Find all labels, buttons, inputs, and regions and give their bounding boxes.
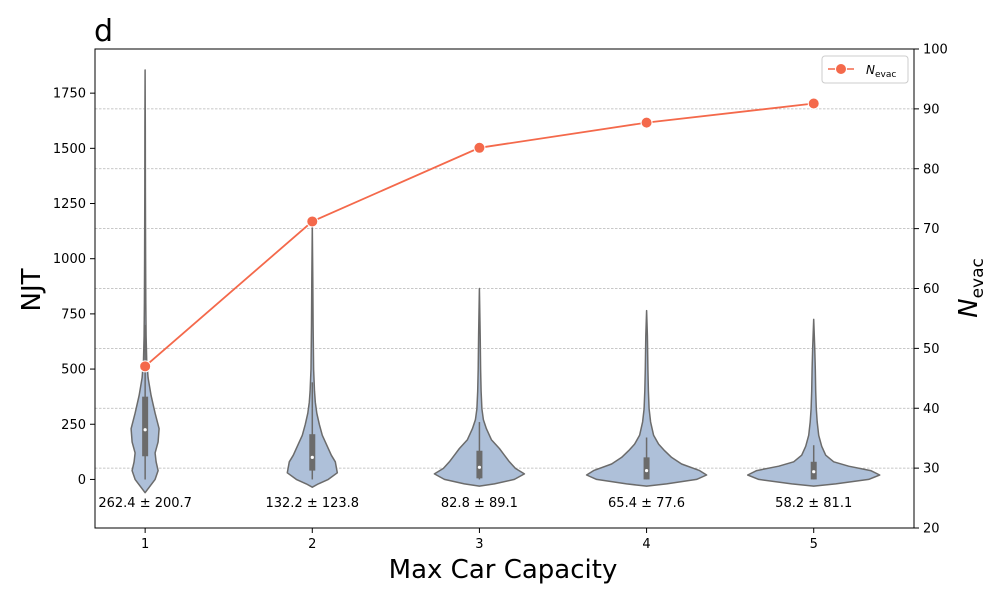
legend: Nevac (821, 55, 909, 84)
violin-3 (433, 287, 526, 487)
violin-body (433, 287, 526, 487)
violin-stat-label: 65.4 ± 77.6 (608, 496, 685, 511)
y-left-tick-label: 750 (61, 307, 86, 322)
axis-layer: 0 250 500 750 1000 1250 1500 1750 20 30 40 50 60 70 80… (53, 43, 948, 553)
violin-1 (130, 69, 160, 494)
violin-median-dot (310, 455, 314, 459)
y-left-tick-label: 0 (78, 473, 86, 488)
y-left-tick-label: 1000 (53, 252, 86, 267)
y-left-tick-label: 1750 (53, 87, 86, 102)
n-evac-point-1 (139, 360, 152, 373)
violin-median-dot (477, 465, 482, 469)
legend-marker-swatch (835, 63, 847, 75)
violin-2 (286, 224, 339, 488)
y-right-tick-label: 70 (923, 222, 940, 237)
x-tick-label: 1 (141, 537, 149, 552)
grid-layer (95, 108, 914, 469)
legend-box (821, 55, 909, 84)
y-right-tick-label: 60 (923, 282, 940, 297)
violin-body (130, 69, 160, 494)
x-tick-label: 5 (810, 537, 818, 552)
y-right-tick-label: 40 (923, 402, 940, 417)
x-tick-label: 2 (308, 537, 316, 552)
violin-5 (746, 318, 881, 487)
n-evac-point-5 (807, 97, 820, 110)
y-right-axis-label-sub: evac (968, 258, 988, 298)
y-left-axis-label: NJT (17, 268, 47, 311)
violin-median-dot (644, 469, 649, 473)
legend-text-main: N (866, 63, 875, 77)
violin-layer (130, 69, 881, 494)
n-evac-point-3 (473, 141, 486, 154)
violin-iqr-box (142, 396, 149, 457)
y-right-tick-label: 100 (923, 43, 948, 58)
violin-body (746, 318, 881, 487)
legend-text: Nevac (866, 63, 896, 80)
violin-body (585, 309, 708, 487)
violin-median-dot (143, 428, 147, 432)
y-left-tick-label: 250 (61, 418, 86, 433)
line-layer (139, 97, 820, 373)
panel-label: d (94, 14, 113, 49)
y-right-tick-label: 80 (923, 162, 940, 177)
y-left-tick-label: 1500 (53, 142, 86, 157)
y-right-tick-label: 50 (923, 342, 940, 357)
violin-stat-label: 262.4 ± 200.7 (98, 496, 192, 511)
violin-stat-label: 82.8 ± 89.1 (441, 496, 518, 511)
y-right-axis-label: Nevac (954, 258, 988, 318)
x-axis-label: Max Car Capacity (389, 555, 618, 585)
y-left-tick-label: 500 (61, 363, 86, 378)
y-right-tick-label: 20 (923, 522, 940, 537)
x-tick-label: 3 (475, 537, 483, 552)
x-tick-label: 4 (642, 537, 650, 552)
legend-text-sub: evac (875, 70, 896, 80)
stat-label-layer: 262.4 ± 200.7 132.2 ± 123.8 82.8 ± 89.1 65.… (98, 496, 852, 511)
y-left-tick-label: 1250 (53, 197, 86, 212)
violin-iqr-box (643, 457, 650, 480)
violin-4 (585, 309, 708, 487)
violin-stat-label: 58.2 ± 81.1 (775, 496, 852, 511)
violin-iqr-box (309, 434, 316, 471)
violin-median-dot (812, 470, 816, 474)
n-evac-point-4 (640, 116, 653, 129)
violin-iqr-box (476, 450, 483, 479)
y-right-axis-label-main: N (954, 298, 984, 317)
y-right-tick-label: 30 (923, 462, 940, 477)
violin-stat-label: 132.2 ± 123.8 (265, 496, 359, 511)
y-right-tick-label: 90 (923, 102, 940, 117)
n-evac-point-2 (306, 215, 319, 228)
